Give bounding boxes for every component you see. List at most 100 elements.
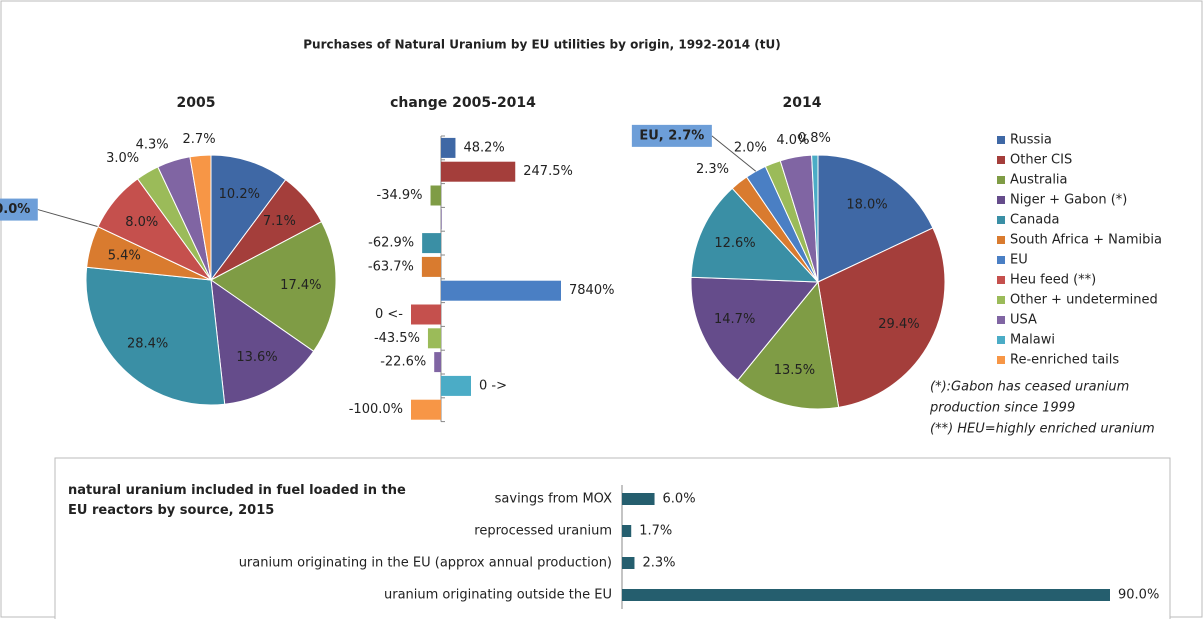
category-label: uranium originating in the EU (approx an… — [239, 556, 612, 571]
callout-box — [0, 198, 38, 221]
legend-swatch — [997, 176, 1005, 184]
legend-swatch — [997, 296, 1005, 304]
chart-title: 2005 — [177, 95, 216, 111]
legend-label: Other + undetermined — [1010, 293, 1158, 308]
pie-slice — [210, 154, 287, 282]
data-label: 12.6% — [714, 236, 755, 251]
note: production since 1999 — [929, 401, 1075, 416]
data-label: 0 <- — [375, 307, 403, 322]
pie-slice — [85, 266, 226, 406]
legend-label: Canada — [1010, 213, 1059, 228]
legend-label: Re-enriched tails — [1010, 353, 1119, 368]
data-label: 2.0% — [734, 140, 767, 155]
pie-slice — [189, 154, 212, 281]
data-label: 6.0% — [663, 492, 696, 507]
bar — [441, 375, 471, 396]
data-label: 1.7% — [639, 524, 672, 539]
data-label: -62.9% — [368, 236, 414, 251]
pie-slice — [817, 154, 934, 283]
data-label: 5.4% — [108, 248, 141, 263]
legend-label: USA — [1010, 313, 1037, 328]
data-label: 0.8% — [798, 131, 831, 146]
data-label: 2.3% — [696, 162, 729, 177]
bar — [441, 137, 456, 158]
bar — [622, 557, 635, 569]
data-label: 4.3% — [136, 138, 169, 153]
data-label: -43.5% — [374, 331, 420, 346]
data-label: -22.6% — [380, 355, 426, 370]
data-label: 29.4% — [878, 317, 919, 332]
bar — [434, 352, 441, 373]
legend-swatch — [997, 136, 1005, 144]
category-label: reprocessed uranium — [474, 524, 612, 539]
data-label: 247.5% — [523, 164, 573, 179]
legend-label: Malawi — [1010, 333, 1055, 348]
legend-swatch — [997, 216, 1005, 224]
pie-slice — [210, 221, 337, 353]
bar — [411, 304, 441, 325]
data-label: 10.2% — [219, 187, 260, 202]
data-label: 14.7% — [714, 312, 755, 327]
data-label: 13.5% — [774, 363, 815, 378]
legend-label: Australia — [1010, 173, 1068, 188]
bar — [411, 399, 441, 420]
legend-swatch — [997, 196, 1005, 204]
legend-swatch — [997, 276, 1005, 284]
bar — [430, 185, 441, 206]
pie-slice — [817, 227, 946, 408]
bar — [422, 233, 441, 254]
page-title: Purchases of Natural Uranium by EU utili… — [303, 38, 781, 52]
pie-slice — [736, 280, 840, 410]
legend-swatch — [997, 356, 1005, 364]
data-label: EU, 2.7% — [639, 128, 704, 143]
legend-label: Niger + Gabon (*) — [1010, 193, 1127, 208]
bar — [441, 280, 561, 301]
bar — [441, 209, 442, 230]
legend-label: Heu feed (**) — [1010, 273, 1096, 288]
chart-title: 2014 — [783, 95, 822, 111]
data-label: 90.0% — [1118, 588, 1159, 603]
pie-slice — [811, 154, 819, 283]
note: (**) HEU=highly enriched uranium — [930, 422, 1155, 437]
data-label: 7.1% — [263, 214, 296, 229]
legend-label: Russia — [1010, 133, 1052, 148]
callout-leader — [37, 209, 99, 228]
data-label: 4.0% — [776, 133, 809, 148]
data-label: -100.0% — [349, 402, 403, 417]
data-label: 17.4% — [280, 278, 321, 293]
data-label: 28.4% — [127, 336, 168, 351]
data-label: 0 -> — [479, 378, 507, 393]
legend-label: EU — [1010, 253, 1028, 268]
callout-box — [631, 124, 712, 147]
data-label: EU, 0.0% — [0, 202, 30, 217]
data-label: 2.7% — [183, 132, 216, 147]
data-label: 48.2% — [463, 140, 504, 155]
data-label: 13.6% — [236, 350, 277, 365]
data-label: 2.3% — [642, 556, 675, 571]
data-label: 8.0% — [125, 215, 158, 230]
data-label: 7840% — [569, 283, 614, 298]
bar — [622, 493, 655, 505]
data-label: 18.0% — [846, 197, 887, 212]
pie-slice — [690, 276, 820, 382]
bar — [441, 161, 516, 182]
bar — [427, 328, 441, 349]
callout-leader — [711, 135, 757, 172]
bar — [622, 525, 632, 537]
data-label: -34.9% — [377, 188, 423, 203]
data-label: -63.7% — [368, 259, 414, 274]
chart-title: change 2005-2014 — [390, 95, 536, 111]
legend-swatch — [997, 156, 1005, 164]
legend-swatch — [997, 256, 1005, 264]
pie-slice — [210, 278, 315, 405]
note: (*):Gabon has ceased uranium — [930, 380, 1129, 395]
data-label: 3.0% — [106, 151, 139, 166]
pie-slice — [690, 187, 820, 283]
chart-title: natural uranium included in fuel loaded … — [68, 483, 406, 518]
bar — [622, 589, 1110, 601]
legend-swatch — [997, 336, 1005, 344]
category-label: savings from MOX — [495, 492, 612, 507]
legend-swatch — [997, 236, 1005, 244]
legend-label: Other CIS — [1010, 153, 1072, 168]
